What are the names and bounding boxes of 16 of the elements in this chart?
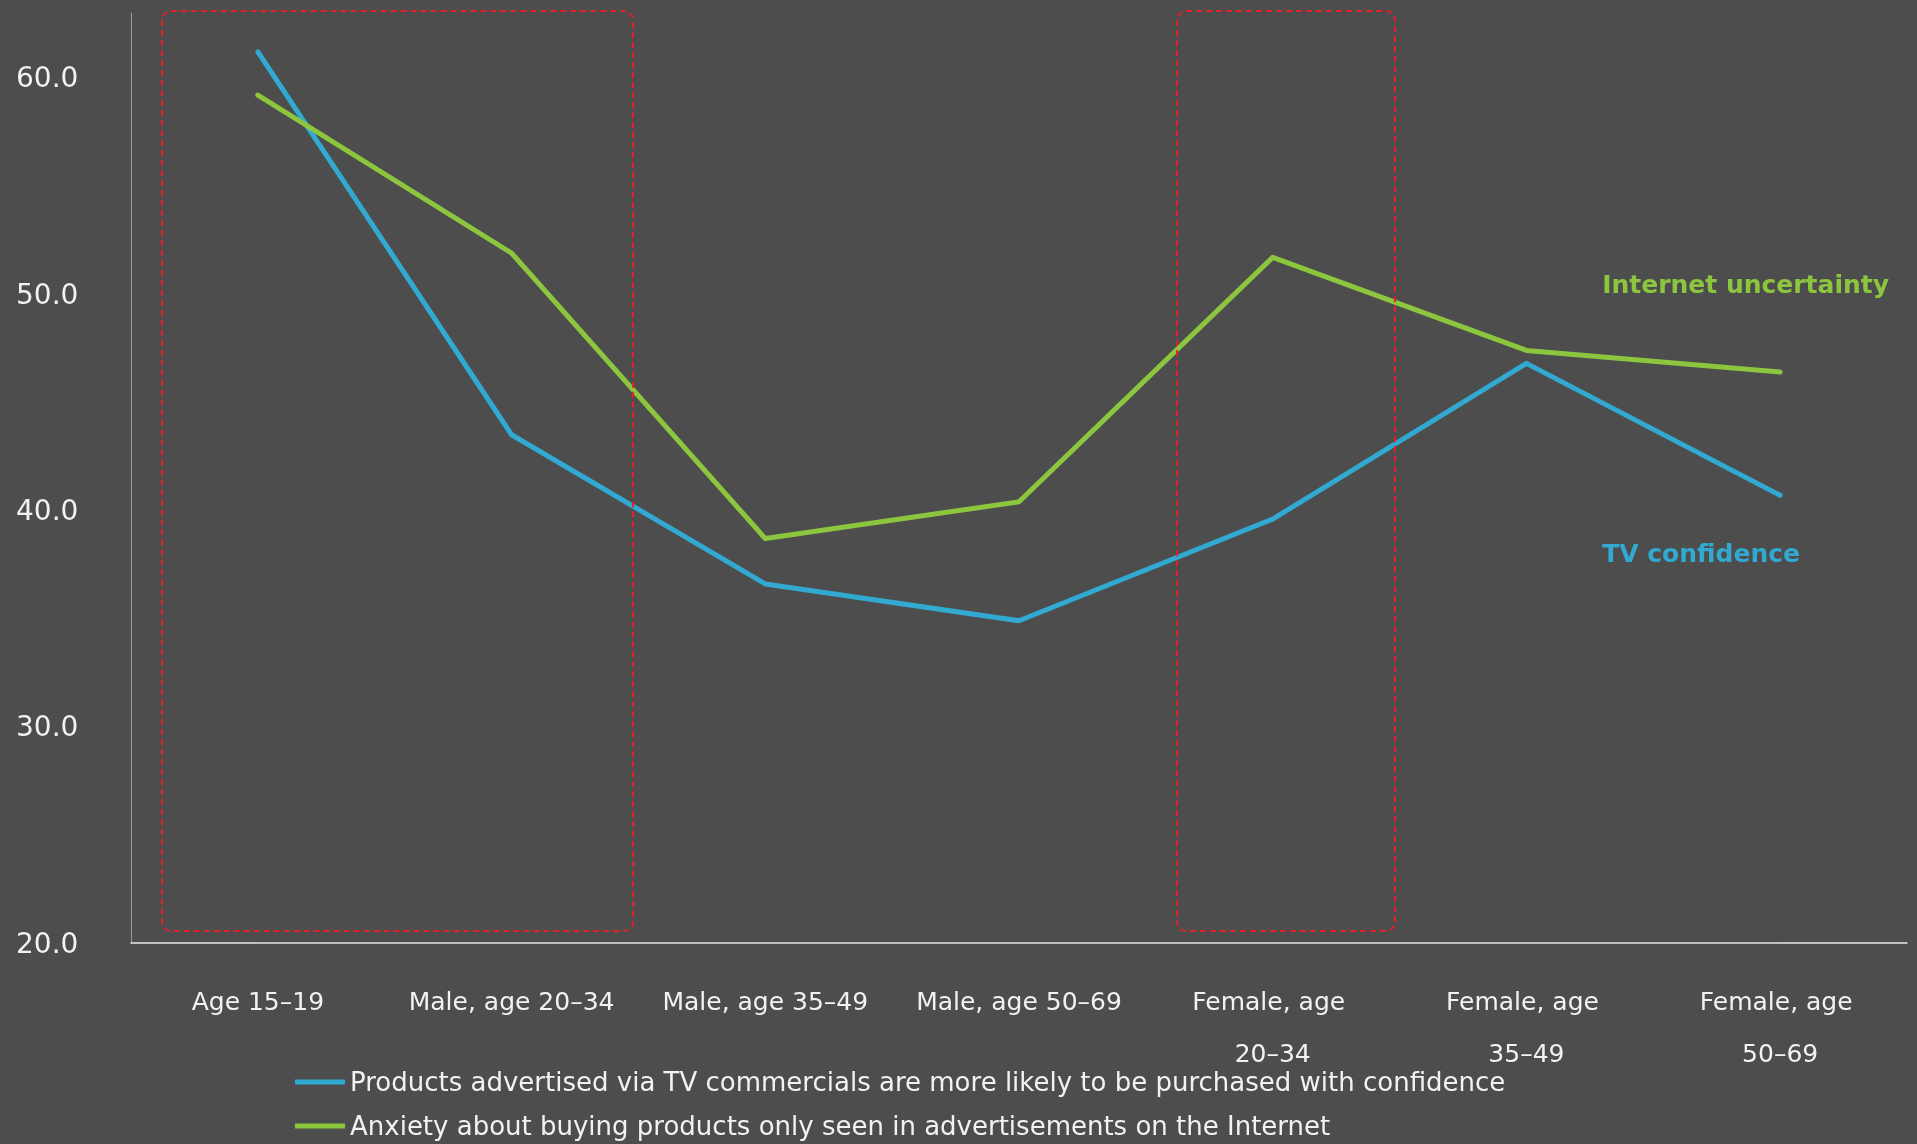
y-tick-label: 50.0	[16, 277, 79, 311]
x-tick-label: Age 15–19	[191, 986, 325, 1016]
y-tick-label: 30.0	[16, 710, 79, 744]
x-tick-label: Male, age 50–69	[916, 986, 1122, 1016]
legend-label: Products advertised via TV commercials are more likely to be purchased with confidence	[350, 1067, 1506, 1097]
y-tick-label: 60.0	[16, 61, 79, 95]
x-tick-label: Male, age 20–34	[408, 986, 615, 1016]
annotation: Internet uncertainty	[1602, 269, 1890, 299]
y-tick-label: 20.0	[16, 926, 79, 960]
y-tick-label: 40.0	[16, 493, 79, 527]
legend-label: Anxiety about buying products only seen in advertisements on the Internet	[350, 1111, 1331, 1141]
annotation: TV confidence	[1602, 538, 1800, 568]
x-tick-label: Female, age 50–69	[1699, 986, 1861, 1068]
x-tick-label: Female, age 35–49	[1446, 986, 1607, 1068]
x-tick-label: Male, age 35–49	[662, 986, 869, 1016]
x-tick-label: Female, age 20–34	[1192, 986, 1354, 1068]
